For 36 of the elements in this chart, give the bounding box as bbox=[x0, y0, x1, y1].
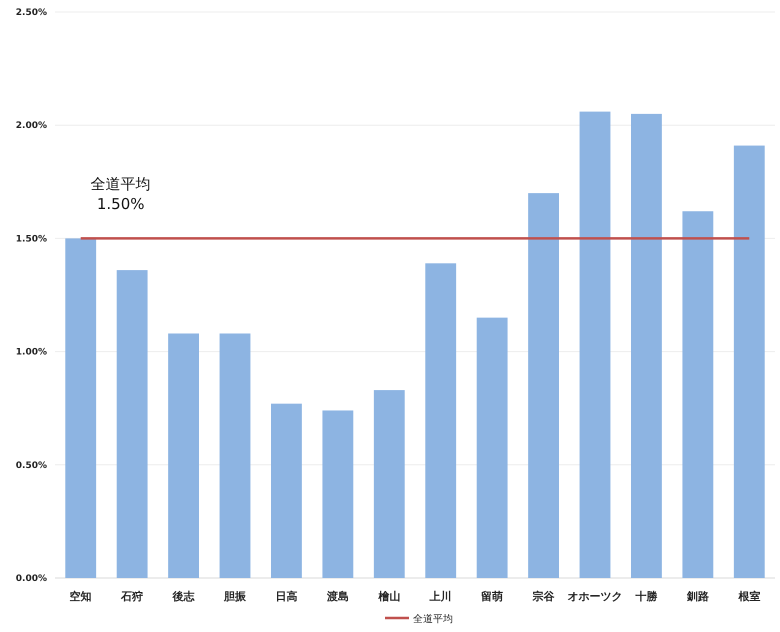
annotation: 全道平均 1.50% bbox=[90, 174, 152, 214]
y-tick-label: 2.50% bbox=[16, 8, 47, 18]
x-tick-label: 後志 bbox=[172, 590, 196, 603]
y-tick-label: 1.50% bbox=[16, 234, 47, 244]
bar bbox=[65, 238, 96, 578]
x-tick-label: 十勝 bbox=[634, 590, 658, 603]
bar bbox=[580, 112, 610, 578]
x-tick-label: 石狩 bbox=[120, 590, 144, 603]
bar bbox=[528, 193, 559, 578]
x-tick-label: 根室 bbox=[737, 590, 760, 603]
x-tick-label: オホーツク bbox=[568, 590, 622, 603]
x-tick-label: 釧路 bbox=[686, 590, 709, 603]
bar bbox=[476, 318, 508, 578]
x-tick-label: 留萌 bbox=[481, 590, 504, 603]
x-tick-label: 日高 bbox=[275, 590, 298, 603]
bar bbox=[374, 390, 405, 578]
y-tick-label: 2.00% bbox=[16, 121, 47, 132]
y-tick-label: 1.00% bbox=[16, 348, 47, 358]
bar bbox=[220, 333, 250, 578]
x-tick-label: 上川 bbox=[428, 590, 452, 603]
bar bbox=[734, 146, 765, 578]
y-tick-label: 0.50% bbox=[16, 460, 47, 471]
bar bbox=[631, 114, 662, 578]
bar bbox=[271, 404, 302, 578]
x-tick-label: 空知 bbox=[70, 590, 92, 603]
bar bbox=[425, 263, 456, 578]
bar bbox=[168, 333, 199, 578]
bar bbox=[682, 211, 714, 578]
bar bbox=[322, 410, 354, 578]
legend-label: 全道平均 bbox=[413, 613, 453, 625]
bar bbox=[116, 270, 148, 578]
x-tick-label: 宗谷 bbox=[532, 590, 556, 603]
y-tick-label: 0.00% bbox=[16, 574, 47, 584]
x-tick-label: 渡島 bbox=[326, 590, 349, 603]
x-tick-label: 胆振 bbox=[223, 590, 247, 603]
x-tick-label: 檜山 bbox=[377, 590, 400, 603]
